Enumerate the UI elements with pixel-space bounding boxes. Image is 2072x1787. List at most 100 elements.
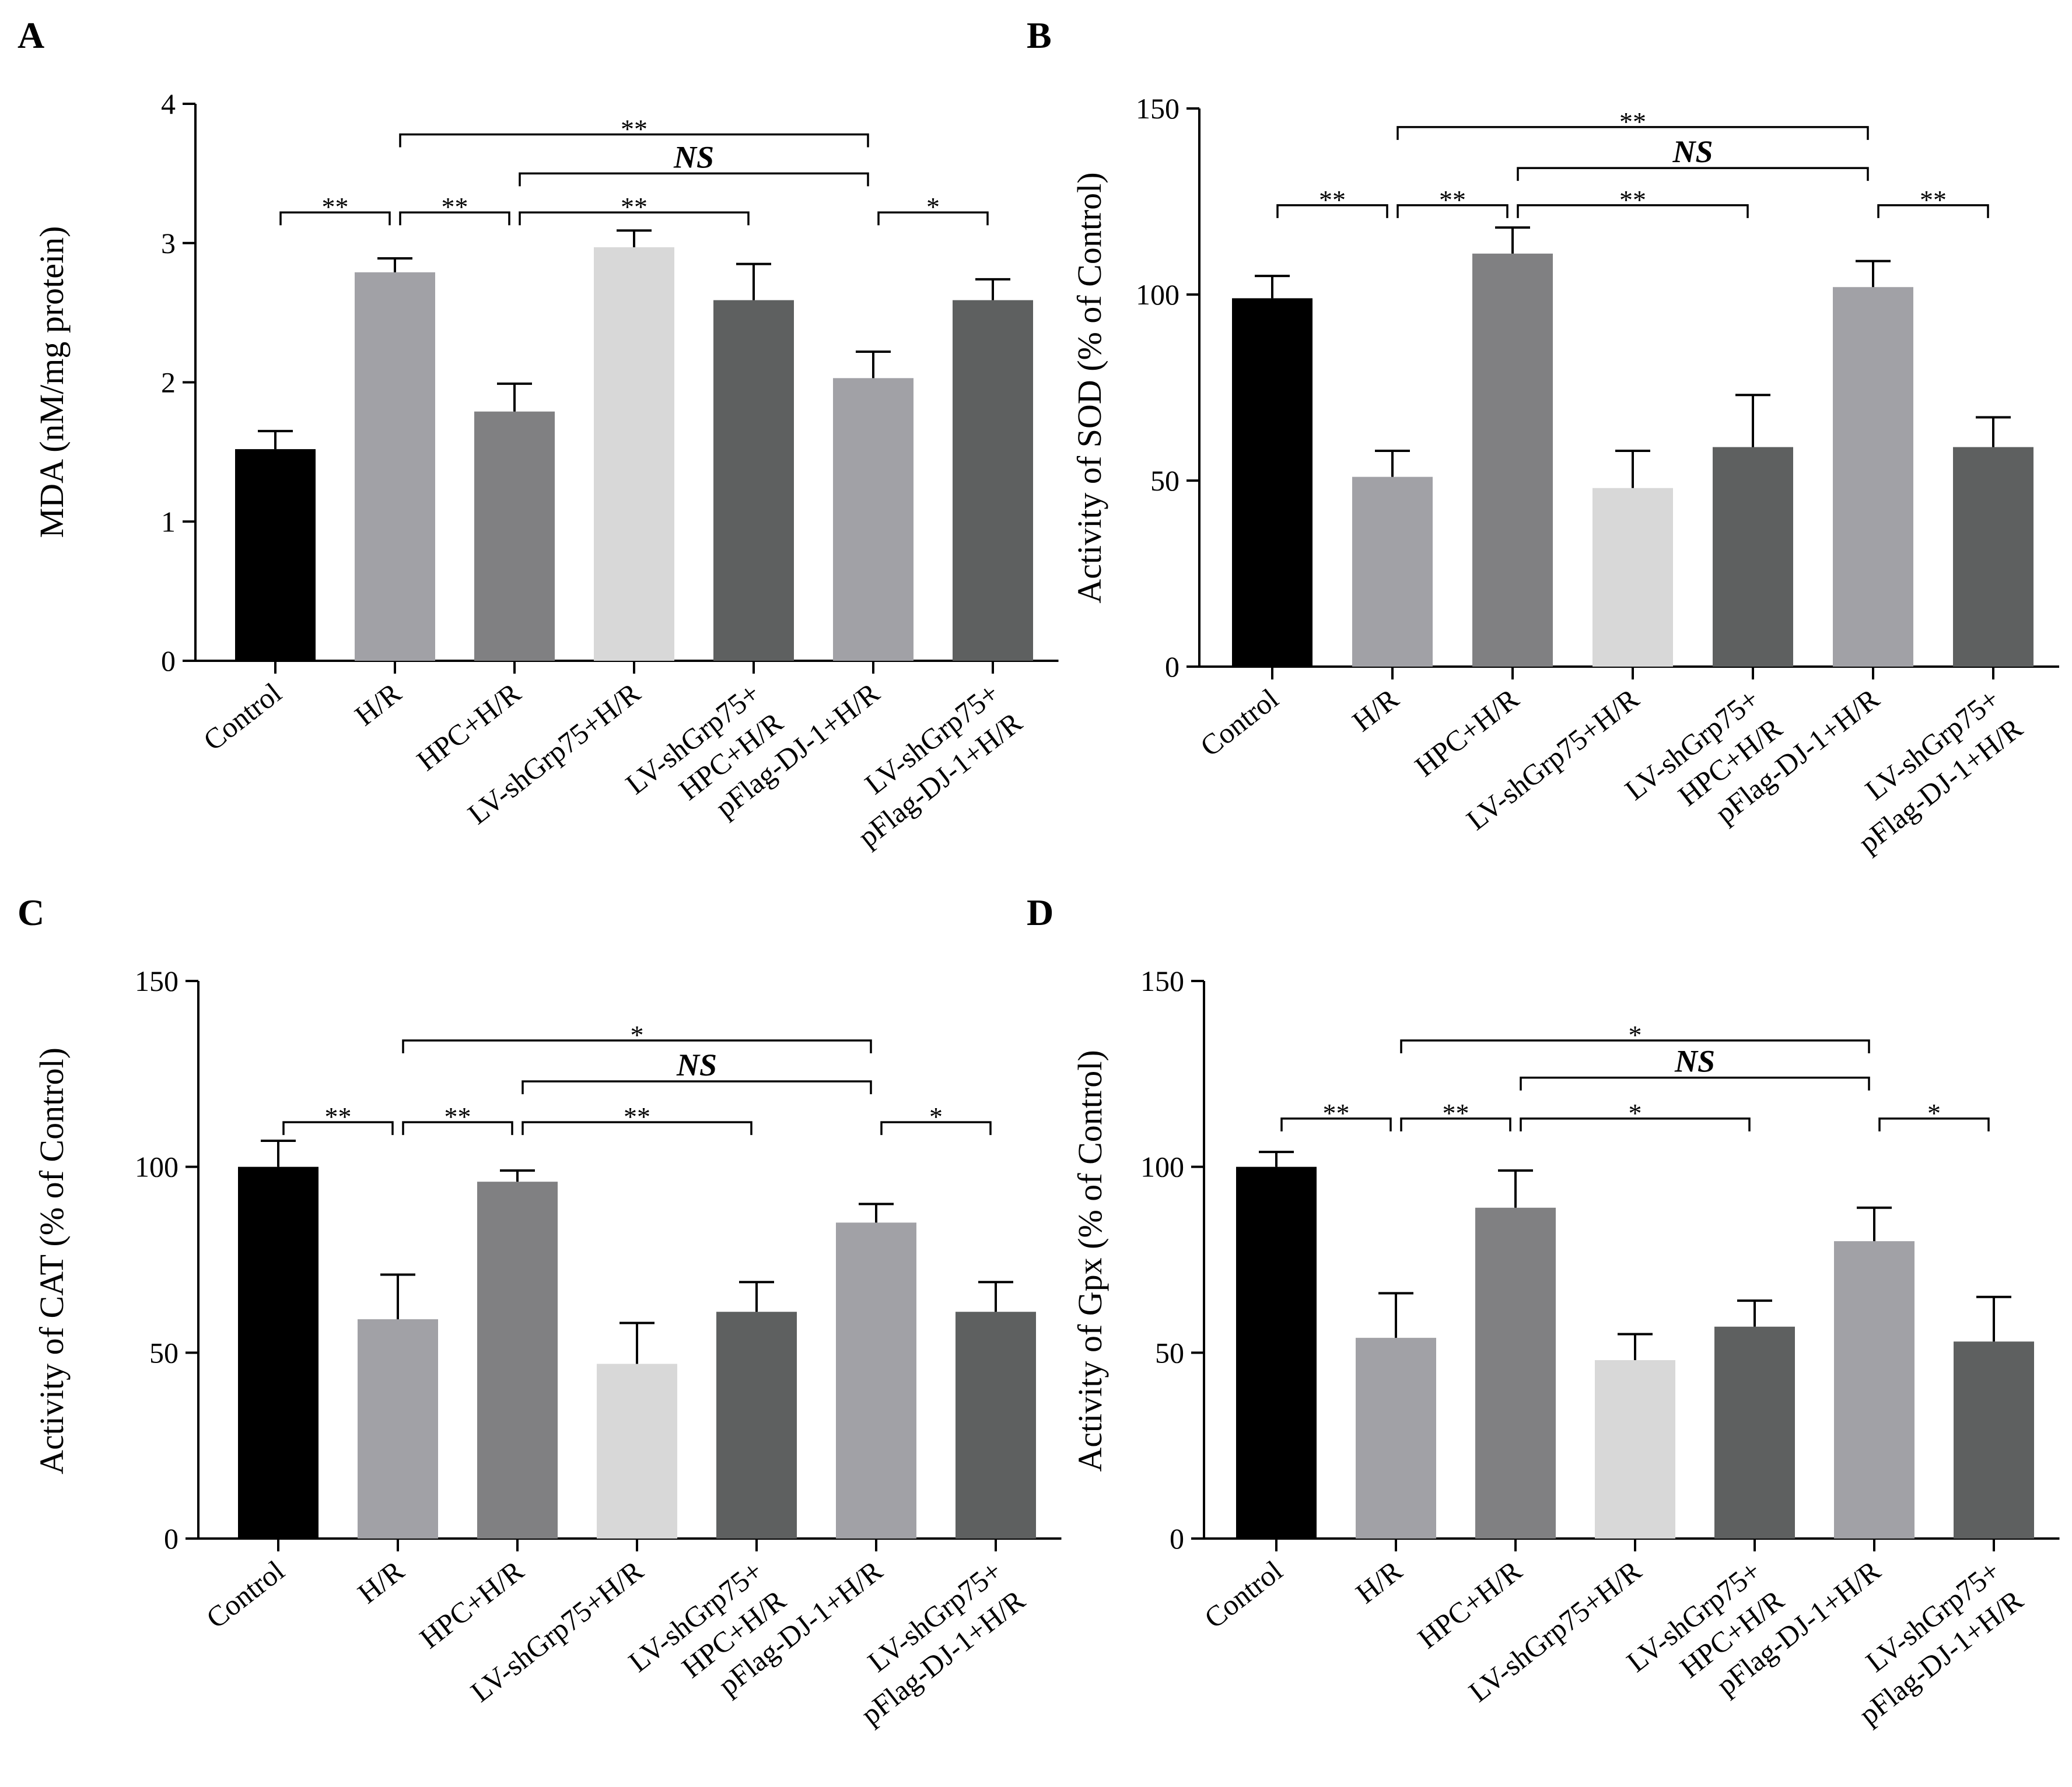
significance-label: NS	[676, 1047, 717, 1082]
significance-label: *	[926, 192, 940, 222]
panel-letter: A	[18, 15, 44, 56]
y-tick-label-100: 100	[135, 1151, 178, 1183]
significance-label: **	[325, 1102, 352, 1131]
category-label-line: HPC+H/R	[1412, 1554, 1528, 1655]
significance-bracket	[282, 1121, 394, 1136]
bar-pflag-dj-1-h-r	[836, 1222, 916, 1539]
y-axis-title: Activity of Gpx (% of Control)	[1071, 1050, 1109, 1471]
y-tick-label-4: 4	[161, 87, 176, 120]
significance-bracket	[1396, 126, 1869, 140]
category-label-h-r: H/R	[1350, 1554, 1409, 1610]
y-tick-label-3: 3	[161, 227, 176, 260]
significance-bracket	[399, 211, 510, 226]
significance-bracket	[1276, 204, 1388, 218]
category-label-line: Control	[1198, 1554, 1289, 1635]
significance-label: **	[1619, 107, 1646, 136]
significance-label: **	[1920, 185, 1947, 215]
significance-label: NS	[1672, 134, 1713, 169]
panel-c: C 0 50 100 150 Activity of CAT (% of Control)…	[18, 892, 1062, 1731]
category-label-line: Control	[200, 1554, 290, 1635]
category-label-line: Control	[1194, 682, 1284, 763]
panel-a: A 0 1 2 3 4 MDA (nM/mg protein) Control H/R HPC+H…	[18, 15, 1059, 853]
y-tick-label-1: 1	[161, 505, 176, 538]
bar-h-r	[355, 272, 435, 661]
significance-bracket	[279, 211, 391, 226]
category-label-line: H/R	[352, 1554, 411, 1610]
category-label-h-r: H/R	[1346, 682, 1405, 738]
significance-label: **	[1319, 185, 1346, 215]
category-label-line: HPC+H/R	[414, 1554, 530, 1655]
y-tick-label-150: 150	[135, 965, 178, 997]
significance-label: **	[621, 192, 648, 222]
bar-hpc-h-r	[1472, 253, 1553, 667]
bar-lv-shgrp75-hpc-h-r	[713, 300, 794, 661]
significance-bracket	[1520, 1076, 1870, 1091]
panel-b: B 0 50 100 150 Activity of SOD (% of Control)…	[1027, 15, 2059, 859]
bar-lv-shgrp75-hpc-h-r	[716, 1312, 797, 1539]
bar-hpc-h-r	[474, 411, 555, 661]
category-label-control: Control	[200, 1554, 290, 1635]
bar-control	[1232, 298, 1312, 667]
significance-bracket	[1396, 204, 1508, 218]
significance-bracket	[1400, 1117, 1511, 1131]
significance-bracket	[1520, 1117, 1751, 1131]
bar-lv-shgrp75-h-r	[597, 1364, 677, 1539]
bar-lv-shgrp75-pflag-dj-1-h-r	[1954, 1341, 2034, 1539]
significance-bracket	[402, 1121, 513, 1136]
category-label-hpc-h-r: HPC+H/R	[1409, 682, 1525, 783]
bar-h-r	[1356, 1337, 1436, 1539]
category-label-line: H/R	[349, 676, 408, 732]
y-axis-title: Activity of CAT (% of Control)	[33, 1047, 71, 1474]
y-tick-label-150: 150	[1136, 92, 1180, 125]
y-tick-label-100: 100	[1140, 1151, 1184, 1183]
significance-label: *	[1629, 1020, 1642, 1050]
y-tick-label-50: 50	[1150, 464, 1180, 497]
significance-label: **	[444, 1102, 471, 1131]
significance-bracket	[402, 1039, 872, 1053]
category-label-h-r: H/R	[349, 676, 408, 732]
bar-lv-shgrp75-pflag-dj-1-h-r	[1953, 447, 2034, 667]
y-tick-label-0: 0	[164, 1522, 178, 1555]
bar-control	[1236, 1166, 1317, 1539]
y-tick-label-0: 0	[1170, 1522, 1184, 1555]
category-label-control: Control	[1198, 1554, 1289, 1635]
category-label-control: Control	[1194, 682, 1284, 763]
significance-label: *	[1927, 1098, 1941, 1128]
significance-bracket	[1400, 1039, 1870, 1053]
bar-h-r	[1352, 476, 1433, 667]
y-tick-label-150: 150	[1140, 965, 1184, 997]
significance-label: NS	[1674, 1044, 1715, 1079]
significance-bracket	[880, 1121, 992, 1136]
bar-hpc-h-r	[1475, 1207, 1556, 1539]
significance-bracket	[399, 133, 869, 148]
category-label-line: H/R	[1350, 1554, 1409, 1610]
y-axis-title: Activity of SOD (% of Control)	[1070, 172, 1108, 603]
bar-control	[235, 449, 316, 661]
significance-label: **	[1439, 185, 1466, 215]
significance-label: **	[621, 114, 648, 144]
significance-label: **	[1619, 185, 1646, 215]
significance-bracket	[522, 1121, 752, 1136]
category-label-control: Control	[197, 677, 288, 757]
category-label-hpc-h-r: HPC+H/R	[414, 1554, 530, 1655]
significance-label: NS	[673, 139, 714, 174]
y-tick-label-2: 2	[161, 366, 176, 399]
category-label-lv-shgrp75-hpc-h-r: LV-shGrp75+HPC+H/R	[1620, 1554, 1790, 1708]
category-label-line: HPC+H/R	[411, 676, 527, 777]
bar-lv-shgrp75-hpc-h-r	[1714, 1326, 1795, 1539]
significance-bracket	[519, 211, 750, 226]
category-label-lv-shgrp75-hpc-h-r: LV-shGrp75+HPC+H/R	[622, 1554, 792, 1708]
category-label-hpc-h-r: HPC+H/R	[411, 676, 527, 777]
significance-bracket	[522, 1080, 872, 1095]
bar-pflag-dj-1-h-r	[1834, 1241, 1915, 1539]
significance-label: **	[322, 192, 349, 222]
significance-label: **	[442, 192, 468, 222]
significance-bracket	[1517, 167, 1869, 181]
y-tick-label-0: 0	[161, 644, 176, 677]
y-axis-title: MDA (nM/mg protein)	[33, 226, 71, 538]
bar-pflag-dj-1-h-r	[833, 378, 914, 661]
bar-lv-shgrp75-hpc-h-r	[1713, 447, 1793, 667]
category-label-h-r: H/R	[352, 1554, 411, 1610]
bar-h-r	[358, 1319, 438, 1539]
significance-label: **	[1323, 1098, 1350, 1128]
